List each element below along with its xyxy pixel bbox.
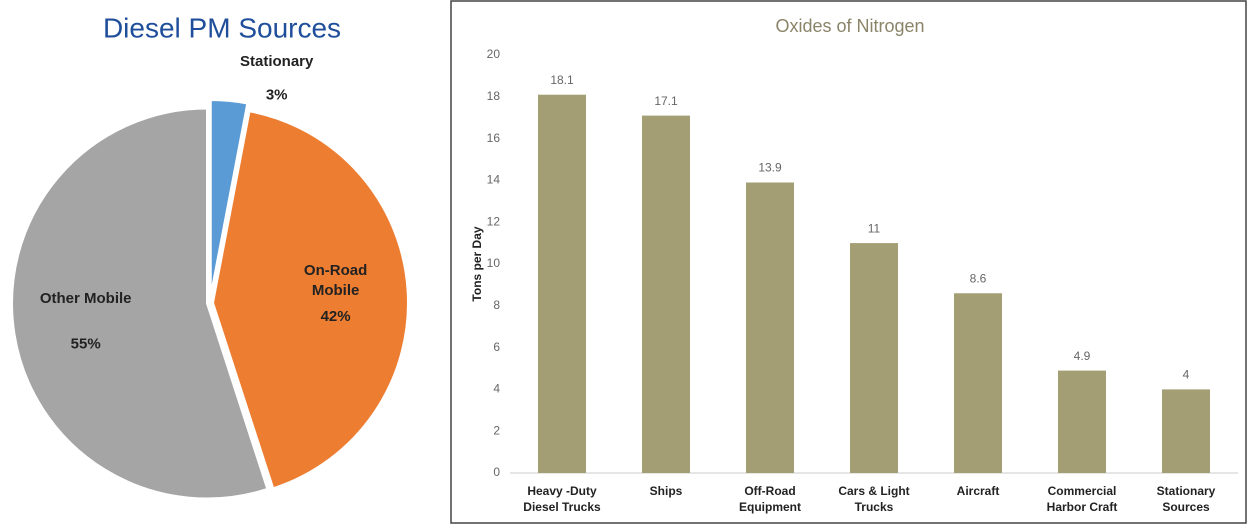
bar-value-label: 8.6	[970, 271, 987, 285]
y-tick-label: 14	[487, 173, 501, 187]
bar	[954, 293, 1002, 473]
bar-value-label: 17.1	[654, 94, 678, 108]
x-tick-label: Cars & Light Trucks	[824, 483, 924, 515]
bar	[850, 243, 898, 473]
page: Diesel PM Sources Stationary 3% On-Road Mob…	[0, 0, 1248, 525]
pie-label-box: On-Road Mobile	[286, 261, 386, 309]
y-tick-label: 12	[487, 214, 501, 228]
pie-label: Stationary	[227, 52, 327, 72]
y-tick-label: 8	[493, 298, 500, 312]
y-tick-label: 18	[487, 89, 501, 103]
bar	[538, 95, 586, 473]
pie-label-box: Other Mobile	[36, 289, 136, 337]
x-tick-label-box: Heavy -Duty Diesel Trucks	[512, 483, 612, 523]
y-tick-label: 0	[493, 465, 500, 479]
x-tick-label: Off-Road Equipment	[720, 483, 820, 515]
pie-label: Other Mobile	[36, 289, 136, 309]
y-tick-label: 16	[487, 131, 501, 145]
bar	[746, 182, 794, 473]
x-tick-label-box: Stationary Sources	[1136, 483, 1236, 523]
y-tick-label: 2	[493, 423, 500, 437]
bar-value-label: 18.1	[550, 73, 574, 87]
y-tick-label: 10	[487, 256, 501, 270]
x-tick-label-box: Off-Road Equipment	[720, 483, 820, 523]
chart-title: Diesel PM Sources	[103, 12, 341, 43]
bar	[1058, 371, 1106, 473]
bar	[642, 116, 690, 473]
bar-value-label: 4	[1183, 368, 1190, 382]
x-tick-label: Stationary Sources	[1136, 483, 1236, 515]
y-tick-label: 4	[493, 382, 500, 396]
x-tick-label: Ships	[616, 483, 716, 499]
x-tick-label: Aircraft	[928, 483, 1028, 499]
bar-value-label: 11	[868, 221, 881, 235]
pie-value-label: 3%	[266, 87, 288, 104]
x-tick-label-box: Aircraft	[928, 483, 1028, 523]
pie-value-label: 42%	[321, 308, 351, 325]
x-tick-label: Commercial Harbor Craft	[1032, 483, 1132, 515]
pie-label: On-Road Mobile	[286, 261, 386, 302]
bar-value-label: 4.9	[1074, 349, 1091, 363]
bar-value-label: 13.9	[758, 161, 782, 175]
x-tick-label-box: Commercial Harbor Craft	[1032, 483, 1132, 523]
y-axis-label: Tons per Day	[470, 226, 484, 301]
y-tick-label: 20	[487, 47, 501, 61]
chart-title: Oxides of Nitrogen	[775, 16, 924, 36]
bar	[1162, 389, 1210, 473]
x-tick-label-box: Cars & Light Trucks	[824, 483, 924, 523]
pie-label-box: Stationary	[227, 52, 327, 76]
pie-value-label: 55%	[71, 336, 101, 353]
charts: Diesel PM Sources Stationary 3% On-Road Mob…	[0, 0, 1248, 525]
x-tick-label-box: Ships	[616, 483, 716, 523]
y-tick-label: 6	[493, 340, 500, 354]
x-tick-label: Heavy -Duty Diesel Trucks	[512, 483, 612, 515]
